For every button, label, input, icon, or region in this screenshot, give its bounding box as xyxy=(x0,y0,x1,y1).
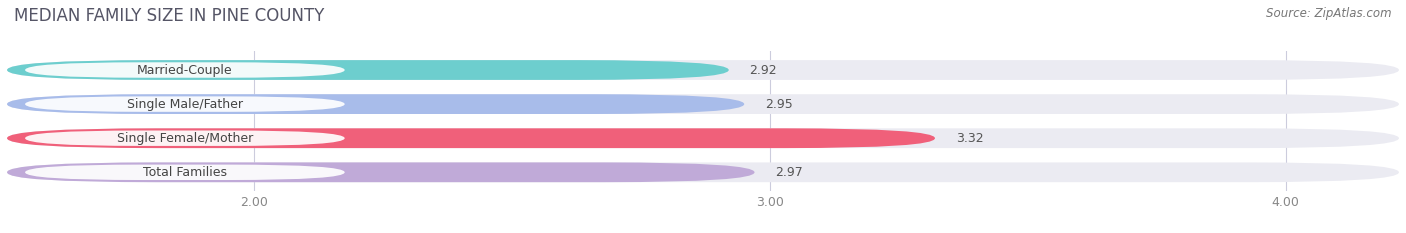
FancyBboxPatch shape xyxy=(25,96,344,112)
Text: 2.97: 2.97 xyxy=(775,166,803,179)
Text: Married-Couple: Married-Couple xyxy=(136,64,233,76)
FancyBboxPatch shape xyxy=(7,162,755,182)
Text: Source: ZipAtlas.com: Source: ZipAtlas.com xyxy=(1267,7,1392,20)
FancyBboxPatch shape xyxy=(7,94,1399,114)
FancyBboxPatch shape xyxy=(7,94,744,114)
Text: 2.95: 2.95 xyxy=(765,98,793,111)
FancyBboxPatch shape xyxy=(7,128,1399,148)
FancyBboxPatch shape xyxy=(25,62,344,78)
Text: Total Families: Total Families xyxy=(143,166,226,179)
Text: Single Female/Mother: Single Female/Mother xyxy=(117,132,253,145)
Text: MEDIAN FAMILY SIZE IN PINE COUNTY: MEDIAN FAMILY SIZE IN PINE COUNTY xyxy=(14,7,325,25)
FancyBboxPatch shape xyxy=(7,128,935,148)
FancyBboxPatch shape xyxy=(7,60,728,80)
FancyBboxPatch shape xyxy=(25,130,344,146)
FancyBboxPatch shape xyxy=(7,60,1399,80)
Text: 2.92: 2.92 xyxy=(749,64,778,76)
FancyBboxPatch shape xyxy=(25,164,344,180)
FancyBboxPatch shape xyxy=(7,162,1399,182)
Text: Single Male/Father: Single Male/Father xyxy=(127,98,243,111)
Text: 3.32: 3.32 xyxy=(956,132,983,145)
